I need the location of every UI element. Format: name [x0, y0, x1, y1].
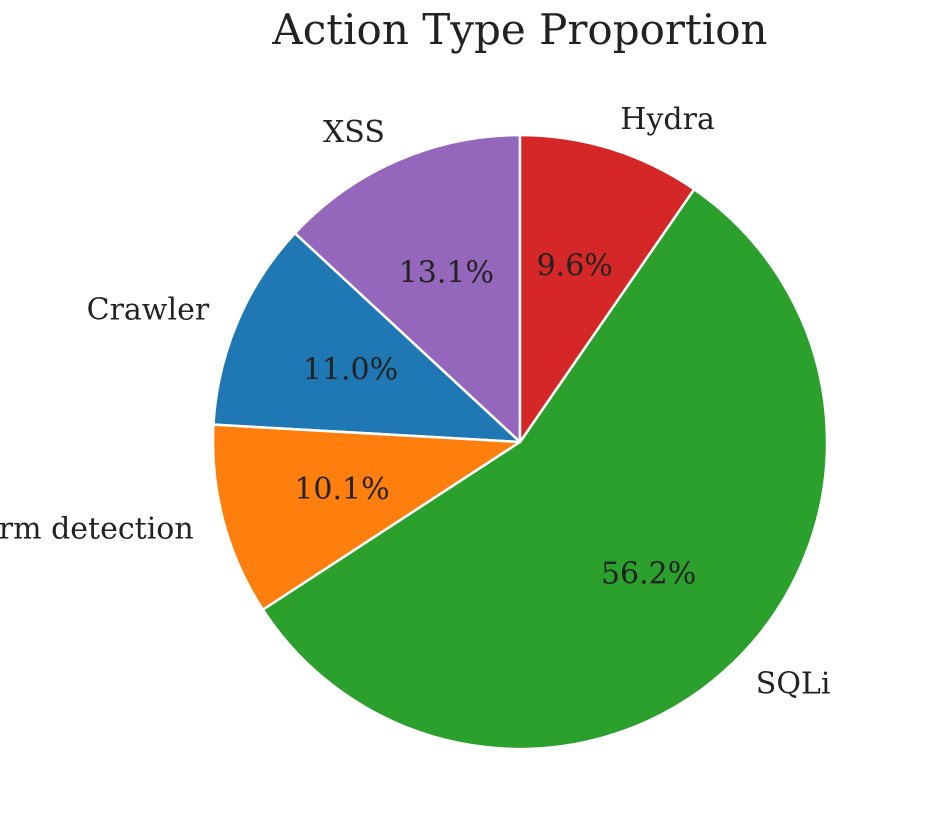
percentage-label-hydra: 9.6%	[537, 249, 613, 284]
percentage-label-sqli: 56.2%	[601, 556, 696, 591]
chart-title: Action Type Proportion	[271, 5, 767, 54]
pie-slice-xss	[293, 133, 522, 444]
pie-slice-crawler	[212, 232, 522, 444]
pie-slices	[211, 133, 829, 751]
pie-slice-hydra	[518, 133, 696, 444]
slice-labels: XSS Crawler Form detection SQLi Hydra	[0, 102, 830, 701]
percentage-label-xss: 13.1%	[399, 256, 494, 291]
pie-slice-form-detection	[211, 423, 522, 611]
slice-label-hydra: Hydra	[620, 102, 715, 137]
percentage-label-crawler: 11.0%	[303, 352, 398, 387]
percentage-labels: 13.1% 11.0% 10.1% 56.2% 9.6%	[294, 249, 696, 592]
slice-label-form-detection: Form detection	[0, 512, 194, 547]
percentage-label-form-detection: 10.1%	[294, 472, 389, 507]
slice-label-xss: XSS	[323, 115, 385, 150]
slice-label-sqli: SQLi	[756, 666, 831, 701]
slice-label-crawler: Crawler	[87, 292, 210, 327]
pie-slice-sqli	[261, 187, 829, 751]
